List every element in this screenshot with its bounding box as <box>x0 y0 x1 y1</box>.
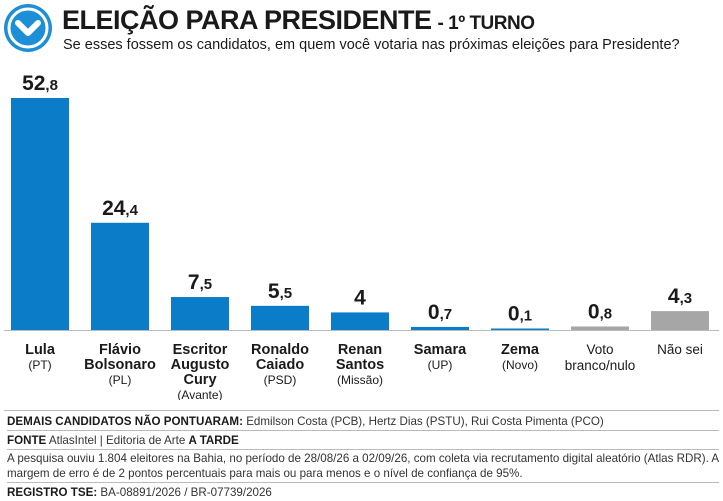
chart-title: ELEIÇÃO PARA PRESIDENTE - 1º TURNO <box>62 4 535 40</box>
data-label-dec: ,3 <box>680 290 693 307</box>
divider <box>4 410 719 411</box>
fonte-text: AtlasIntel | Editoria de Arte <box>48 434 186 447</box>
data-label: 24,4 <box>102 197 139 220</box>
data-label-int: 4 <box>354 286 366 309</box>
tick-label-party: (Novo) <box>502 358 538 372</box>
tick-label: Augusto <box>171 357 230 373</box>
fonte-bold: A TARDE <box>188 434 239 447</box>
divider <box>7 449 719 450</box>
tick-label: Samara <box>414 342 467 358</box>
bar <box>411 326 469 330</box>
tick-label-party: (Avante) <box>177 388 222 400</box>
bar <box>171 297 229 330</box>
title-main: ELEIÇÃO PARA PRESIDENTE <box>62 5 432 35</box>
demais-label: DEMAIS CANDIDATOS NÃO PONTUARAM: <box>7 415 243 428</box>
data-label: 5,5 <box>268 280 292 303</box>
tick-label: Caiado <box>256 357 304 373</box>
methodology-note: A pesquisa ouviu 1.804 eleitores na Bahi… <box>7 452 719 480</box>
data-label: 0,7 <box>428 301 452 324</box>
title-turno: - 1º TURNO <box>437 13 535 34</box>
data-label-dec: ,8 <box>600 305 613 322</box>
tick-label: Voto <box>586 342 613 357</box>
data-label-int: 5 <box>268 280 280 303</box>
logo-badge <box>4 4 52 52</box>
bar <box>251 305 309 330</box>
demais-candidatos: DEMAIS CANDIDATOS NÃO PONTUARAM: Edmilso… <box>7 414 719 429</box>
tick-label: Renan <box>338 342 382 358</box>
data-label-int: 7 <box>188 271 200 294</box>
data-label: 0,8 <box>588 300 612 323</box>
bar <box>11 98 69 330</box>
data-label-dec: ,8 <box>45 77 58 94</box>
bar <box>491 328 549 330</box>
tick-label: Zema <box>501 342 540 358</box>
registro-tse: REGISTRO TSE: BA-08891/2026 / BR-07739/2… <box>7 485 719 500</box>
registro-label: REGISTRO TSE: <box>7 486 98 499</box>
data-label: 7,5 <box>188 271 212 294</box>
data-label-dec: ,4 <box>125 202 138 219</box>
tick-label: Bolsonaro <box>84 357 156 373</box>
bar <box>571 326 629 330</box>
fonte-label: FONTE <box>7 434 47 447</box>
tick-label-party: (PT) <box>28 358 51 372</box>
bar <box>91 222 149 330</box>
tick-label-party: (PL) <box>109 373 132 387</box>
divider <box>7 430 719 431</box>
fonte: FONTE AtlasIntel | Editoria de Arte A TA… <box>7 433 719 448</box>
tick-label: branco/nulo <box>565 358 636 373</box>
bar <box>331 312 389 330</box>
data-label-int: 0 <box>428 301 440 324</box>
chart-subtitle: Se esses fossem os candidatos, em quem v… <box>63 37 680 53</box>
bar-chart: 52,8Lula(PT)24,4FlávioBolsonaro(PL)7,5Es… <box>4 72 719 400</box>
data-label: 4 <box>354 286 366 309</box>
tick-label: Santos <box>336 357 384 373</box>
tick-label: Lula <box>25 342 56 358</box>
data-label-int: 52 <box>22 72 45 95</box>
data-label-int: 4 <box>668 285 680 308</box>
tick-label: Ronaldo <box>251 342 309 358</box>
data-label-dec: ,7 <box>440 306 453 323</box>
tick-label: Não sei <box>657 342 703 357</box>
tick-label-party: (PSD) <box>264 373 297 387</box>
data-label-int: 0 <box>588 300 600 323</box>
data-label-dec: ,5 <box>200 276 213 293</box>
tick-label: Escritor <box>173 342 228 358</box>
data-label-int: 0 <box>508 303 520 326</box>
tick-label: Cury <box>183 372 216 388</box>
chevron-down-icon <box>15 20 41 36</box>
data-label: 0,1 <box>508 303 532 326</box>
divider <box>7 482 719 483</box>
bar <box>651 311 709 330</box>
tick-label-party: (UP) <box>428 358 453 372</box>
tick-label-party: (Missão) <box>337 373 383 387</box>
data-label: 52,8 <box>22 72 58 95</box>
chart-footer: DEMAIS CANDIDATOS NÃO PONTUARAM: Edmilso… <box>7 414 719 500</box>
data-label: 4,3 <box>668 285 692 308</box>
data-label-int: 24 <box>102 197 126 220</box>
demais-text: Edmilson Costa (PCB), Hertz Dias (PSTU),… <box>246 415 604 428</box>
data-label-dec: ,5 <box>280 285 293 302</box>
data-label-dec: ,1 <box>520 308 533 325</box>
registro-text: BA-08891/2026 / BR-07739/2026 <box>100 486 272 499</box>
tick-label: Flávio <box>99 342 141 358</box>
